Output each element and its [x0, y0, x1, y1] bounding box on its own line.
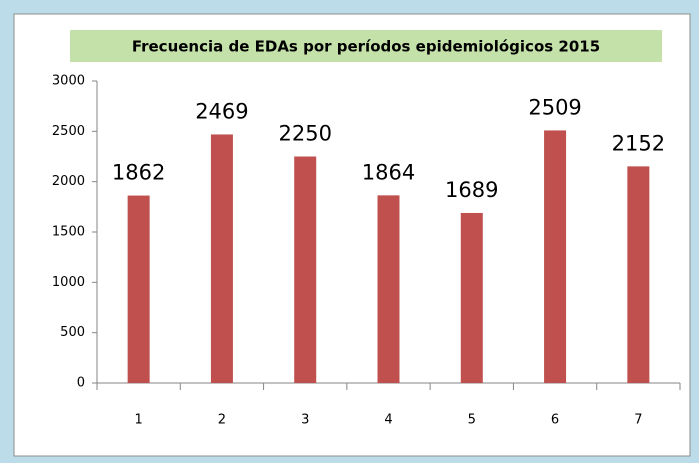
x-tick-label: 3	[301, 413, 309, 428]
data-label: 2152	[612, 131, 665, 155]
x-tick-label: 5	[468, 413, 476, 428]
y-tick-label: 2500	[52, 124, 85, 139]
data-label: 2509	[528, 95, 581, 119]
x-tick-label: 4	[384, 413, 392, 428]
x-tick-label: 7	[634, 413, 642, 428]
y-tick-label: 1500	[52, 225, 85, 240]
title-box	[70, 30, 662, 62]
data-label: 1864	[362, 160, 415, 184]
bar	[377, 195, 400, 383]
bar	[127, 195, 150, 383]
y-tick-label: 500	[60, 325, 85, 340]
data-label: 1689	[445, 178, 498, 202]
y-tick-label: 1000	[52, 275, 85, 290]
y-tick-label: 3000	[52, 74, 85, 89]
y-tick-label: 2000	[52, 174, 85, 189]
bar	[210, 134, 233, 383]
bar	[544, 130, 567, 383]
x-tick-label: 1	[135, 413, 143, 428]
bar	[627, 166, 650, 383]
bar	[460, 212, 483, 383]
y-tick-label: 0	[77, 376, 85, 391]
data-label: 2469	[195, 99, 248, 123]
bar	[294, 156, 317, 383]
x-tick-label: 2	[218, 413, 226, 428]
data-label: 2250	[278, 122, 331, 146]
chart-area	[13, 13, 691, 457]
chart-title: Frecuencia de EDAs por períodos epidemio…	[132, 38, 600, 56]
x-tick-label: 6	[551, 413, 559, 428]
data-label: 1862	[112, 161, 165, 185]
